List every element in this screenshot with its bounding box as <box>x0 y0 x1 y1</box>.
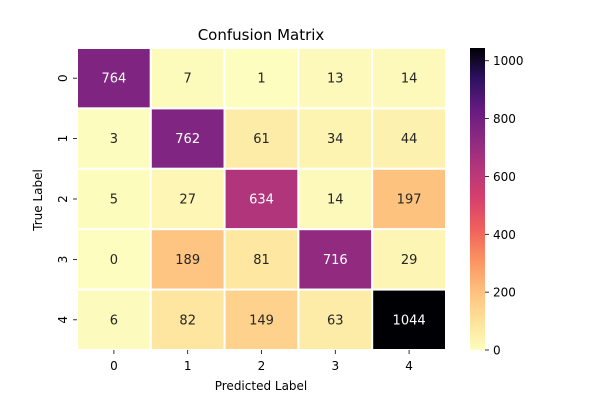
cell-value-label-3-4: 29 <box>401 253 418 268</box>
heatmap-cell-4-1 <box>149 288 226 352</box>
cell-value-label-4-0: 6 <box>110 313 118 328</box>
cell-value-label-3-2: 81 <box>253 253 270 268</box>
cell-value-label-3-0: 0 <box>110 253 118 268</box>
x-tick-label-2: 2 <box>258 359 266 373</box>
cell-value-label-4-4: 1044 <box>393 313 426 328</box>
y-axis-label: True Label <box>31 169 45 232</box>
cell-value-label-2-4: 197 <box>397 193 422 208</box>
cell-value-label-2-1: 27 <box>179 193 196 208</box>
cell-value-label-4-2: 149 <box>249 313 274 328</box>
heatmap-cell-1-2 <box>223 107 300 170</box>
heatmap-cell-3-1 <box>149 228 226 291</box>
cell-value-label-0-2: 1 <box>257 72 265 87</box>
x-tick-label-1: 1 <box>184 359 192 373</box>
x-tick-label-0: 0 <box>110 359 118 373</box>
y-tick-label-0: 0 <box>56 74 70 82</box>
x-axis-ticks: 0 1 2 3 4 <box>110 350 413 373</box>
cell-value-label-3-1: 189 <box>175 253 200 268</box>
heatmap-cell-3-4 <box>371 228 448 291</box>
colorbar-tick-label-1: 200 <box>493 286 516 300</box>
cell-value-label-1-2: 61 <box>253 132 270 147</box>
cell-value-label-4-1: 82 <box>179 313 196 328</box>
colorbar-gradient <box>470 48 485 350</box>
cell-value-label-1-4: 44 <box>401 132 418 147</box>
y-tick-label-1: 1 <box>56 135 70 143</box>
heatmap-cell-3-3 <box>297 228 374 291</box>
heatmap-cell-4-2 <box>223 288 300 352</box>
colorbar-tick-label-3: 600 <box>493 170 516 184</box>
x-axis-label: Predicted Label <box>215 379 308 393</box>
cell-value-label-2-0: 5 <box>110 193 118 208</box>
colorbar-tick-label-2: 400 <box>493 228 516 242</box>
y-tick-label-4: 4 <box>56 316 70 324</box>
heatmap-cell-1-4 <box>371 107 448 170</box>
cell-value-label-0-0: 764 <box>101 72 126 87</box>
heatmap-cell-2-1 <box>149 167 226 231</box>
colorbar: 0 200 400 600 800 1000 <box>470 48 524 358</box>
cell-value-label-3-3: 716 <box>323 253 348 268</box>
colorbar-tick-label-4: 800 <box>493 112 516 126</box>
cell-value-label-2-2: 634 <box>249 193 274 208</box>
cell-value-label-0-4: 14 <box>401 72 418 87</box>
heatmap-cell-0-1 <box>149 47 226 110</box>
cell-value-label-1-0: 3 <box>110 132 118 147</box>
colorbar-tick-label-0: 0 <box>493 344 501 358</box>
cell-value-label-0-1: 7 <box>184 72 192 87</box>
heatmap-grid: 764 7 1 13 14 3 762 61 34 44 5 27 634 14 197 0 189 81 716 2… <box>76 47 448 352</box>
x-tick-label-4: 4 <box>405 359 413 373</box>
x-tick-label-3: 3 <box>331 359 339 373</box>
chart-title: Confusion Matrix <box>198 26 325 44</box>
y-tick-label-2: 2 <box>56 195 70 203</box>
y-tick-label-3: 3 <box>56 256 70 264</box>
cell-value-label-0-3: 13 <box>327 72 344 87</box>
cell-value-label-4-3: 63 <box>327 313 344 328</box>
colorbar-tick-label-5: 1000 <box>493 54 524 68</box>
cell-value-label-1-3: 34 <box>327 132 344 147</box>
cell-value-label-1-1: 762 <box>175 132 200 147</box>
heatmap-cell-2-3 <box>297 167 374 231</box>
y-axis-ticks: 0 1 2 3 4 <box>56 74 77 324</box>
cell-value-label-2-3: 14 <box>327 193 344 208</box>
